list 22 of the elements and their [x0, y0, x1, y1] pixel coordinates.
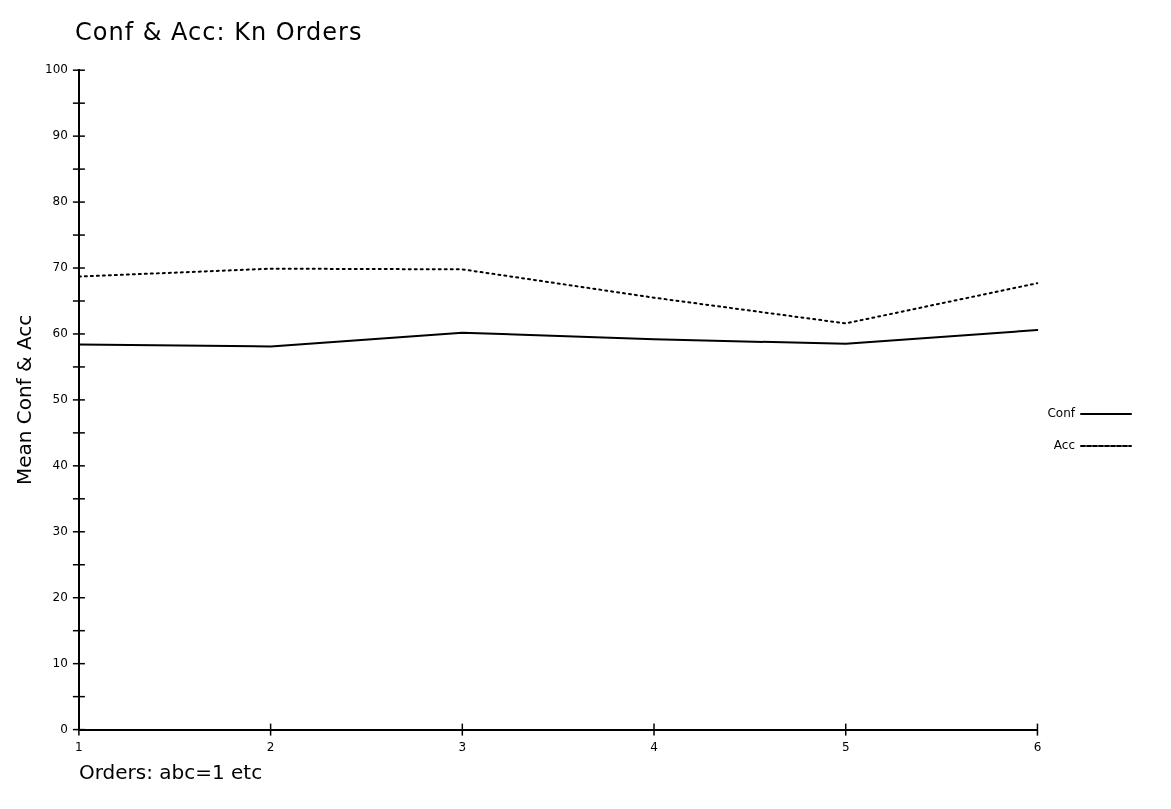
x-tick-label: 1: [75, 739, 83, 754]
x-tick-label: 4: [650, 739, 658, 754]
y-tick-label: 40: [52, 457, 68, 472]
y-axis-title: Mean Conf & Acc: [12, 314, 37, 486]
y-tick-label: 20: [52, 589, 68, 604]
y-tick-label: 100: [45, 62, 68, 77]
x-axis-title: Orders: abc=1 etc: [78, 760, 263, 785]
legend-label: Conf: [1047, 406, 1076, 421]
x-tick-label: 2: [266, 739, 275, 754]
y-tick-label: 60: [52, 326, 68, 341]
y-tick-label: 90: [52, 128, 68, 143]
y-tick-label: 30: [52, 523, 68, 538]
chart-title: Conf & Acc: Kn Orders: [75, 18, 363, 46]
x-tick-label: 5: [841, 739, 850, 754]
y-tick-label: 10: [52, 655, 68, 670]
y-tick-label: 50: [52, 392, 68, 407]
x-tick-label: 6: [1033, 739, 1042, 754]
y-tick-label: 80: [52, 194, 68, 209]
y-tick-label: 0: [60, 721, 68, 736]
legend-label: Acc: [1053, 438, 1075, 453]
x-tick-label: 3: [458, 739, 467, 754]
y-tick-label: 70: [52, 260, 68, 275]
